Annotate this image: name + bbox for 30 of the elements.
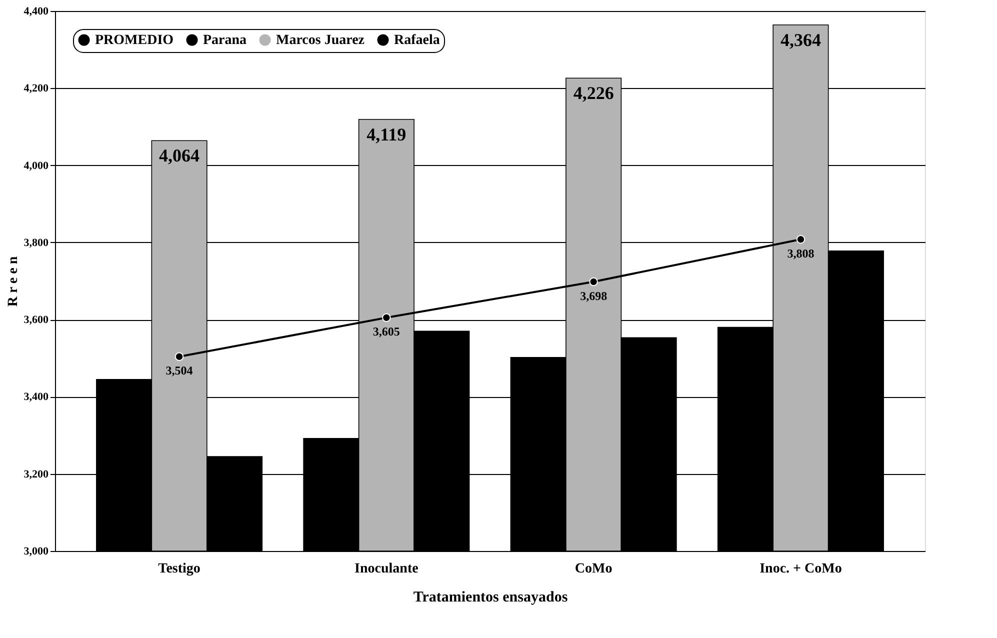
point: [589, 277, 598, 286]
x-tick-label: CoMo: [574, 562, 612, 576]
point: [796, 234, 806, 244]
data-label: 4,364: [780, 30, 821, 50]
y-tick-label: 3,600: [24, 314, 49, 326]
y-axis-title: R r e e n: [6, 256, 21, 307]
x-tick-label: Inoc. + CoMo: [760, 562, 842, 576]
data-label: 3,698: [580, 288, 608, 303]
data-label: 4,064: [159, 146, 200, 166]
x-tick-label: Testigo: [158, 562, 200, 576]
y-tick-label: 4,000: [24, 160, 49, 172]
y-tick-label: 4,200: [24, 82, 49, 95]
legend-label: Parana: [203, 33, 247, 48]
legend-label: Rafaela: [394, 33, 440, 48]
legend-label: PROMEDIO: [95, 33, 174, 48]
y-tick-label: 3,400: [24, 391, 49, 404]
data-label: 3,504: [166, 364, 193, 378]
data-label: 4,226: [573, 83, 614, 104]
x-axis-title: Tratamientos ensayados: [413, 590, 568, 606]
data-label: 3,808: [787, 246, 814, 260]
y-tick-label: 3,200: [24, 468, 49, 480]
y-tick-label: 4,400: [24, 6, 49, 18]
point: [382, 313, 391, 322]
y-tick-label: 3,800: [24, 236, 49, 249]
legend-label: Marcos Juarez: [276, 33, 365, 48]
point: [174, 352, 184, 361]
y-tick-label: 3,000: [24, 546, 49, 558]
x-tick-label: Inoculante: [354, 562, 418, 576]
data-label: 4,119: [366, 124, 406, 144]
data-label: 3,605: [372, 324, 400, 339]
